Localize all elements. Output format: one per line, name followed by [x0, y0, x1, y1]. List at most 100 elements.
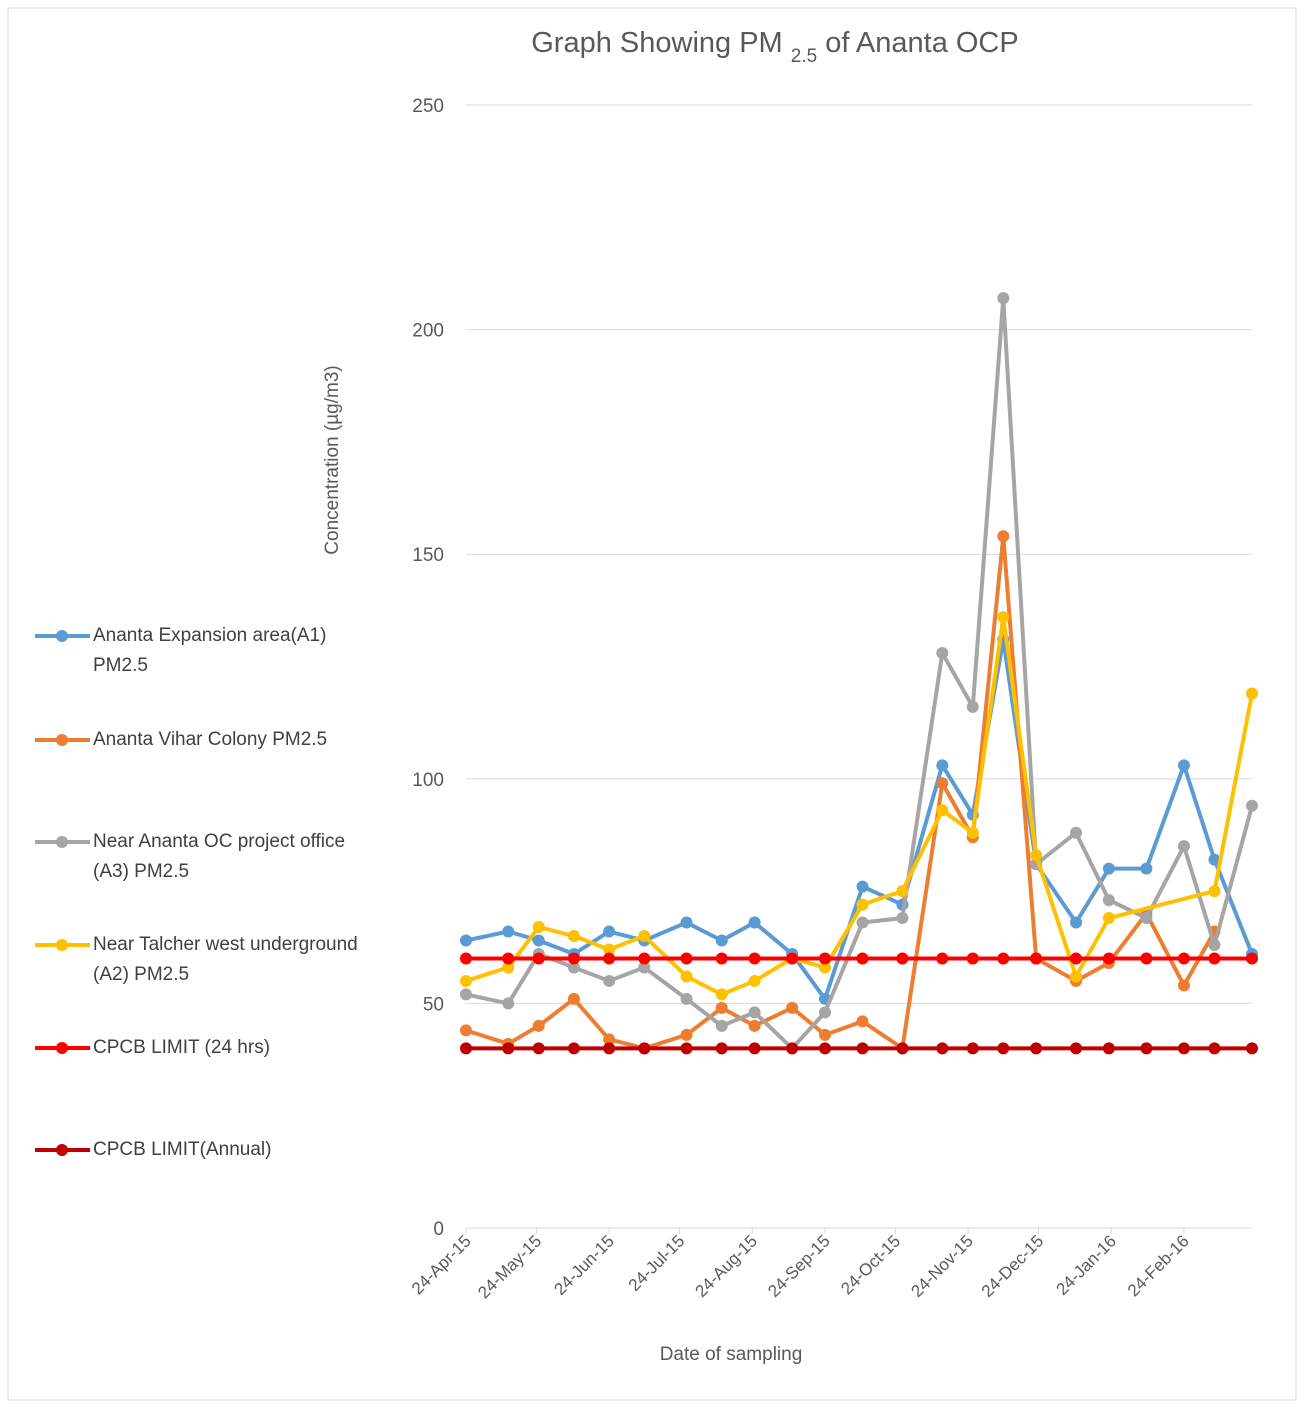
- data-point: [567, 961, 580, 974]
- data-point: [856, 916, 869, 929]
- data-point: [748, 916, 761, 929]
- data-point: [715, 1001, 728, 1014]
- data-point: [502, 961, 515, 974]
- data-point: [748, 974, 761, 987]
- data-point: [1208, 885, 1221, 898]
- legend-label: Ananta Vihar Colony PM2.5: [93, 729, 328, 750]
- data-point: [936, 1042, 949, 1055]
- data-point: [896, 885, 909, 898]
- data-point: [1140, 1042, 1153, 1055]
- data-point: [1102, 952, 1115, 965]
- data-point: [603, 1042, 616, 1055]
- x-axis-label: Date of sampling: [660, 1344, 803, 1365]
- legend-label: CPCB LIMIT(Annual): [93, 1139, 272, 1160]
- data-point: [966, 1042, 979, 1055]
- legend-marker: [56, 1144, 68, 1156]
- data-point: [997, 1042, 1010, 1055]
- data-point: [1070, 1042, 1083, 1055]
- data-point: [532, 921, 545, 934]
- legend-label: CPCB LIMIT (24 hrs): [93, 1037, 271, 1058]
- data-point: [997, 292, 1010, 305]
- data-point: [1246, 952, 1258, 965]
- data-point: [1177, 1042, 1190, 1055]
- data-point: [1030, 849, 1043, 862]
- data-point: [856, 1042, 869, 1055]
- data-point: [896, 1042, 909, 1055]
- legend-marker: [56, 734, 68, 746]
- data-point: [786, 1001, 799, 1014]
- data-point: [936, 647, 949, 660]
- data-point: [1070, 970, 1083, 983]
- data-point: [1177, 979, 1190, 992]
- data-point: [567, 992, 580, 1005]
- data-point: [936, 804, 949, 817]
- data-point: [856, 898, 869, 911]
- data-point: [1208, 853, 1221, 866]
- series-line: [465, 534, 1217, 1051]
- data-point: [603, 974, 616, 987]
- data-point: [460, 952, 472, 965]
- data-point: [1177, 759, 1190, 772]
- data-point: [1246, 1042, 1258, 1055]
- data-point: [567, 930, 580, 943]
- data-point: [460, 934, 472, 947]
- y-axis-label: Concentration (µg/m3): [322, 365, 343, 554]
- data-point: [603, 943, 616, 956]
- data-point: [680, 1028, 693, 1041]
- data-point: [1208, 1042, 1221, 1055]
- data-point: [748, 952, 761, 965]
- data-point: [1070, 916, 1083, 929]
- legend-marker: [56, 1042, 68, 1054]
- data-point: [1140, 862, 1153, 875]
- data-point: [680, 970, 693, 983]
- data-point: [680, 916, 693, 929]
- data-point: [715, 934, 728, 947]
- data-point: [1208, 939, 1221, 952]
- data-point: [818, 1006, 831, 1019]
- y-tick-label: 250: [412, 96, 444, 117]
- y-tick-label: 200: [412, 321, 444, 342]
- data-point: [997, 611, 1010, 624]
- frame: [7, 7, 1297, 1401]
- data-point: [1070, 826, 1083, 839]
- data-point: [638, 1042, 651, 1055]
- data-point: [1102, 912, 1115, 925]
- data-point: [818, 952, 831, 965]
- data-point: [818, 1042, 831, 1055]
- y-tick-label: 100: [412, 770, 444, 791]
- data-point: [818, 1028, 831, 1041]
- data-point: [1030, 952, 1043, 965]
- legend-label: Ananta Expansion area(A1) PM2.5: [93, 625, 327, 676]
- data-point: [460, 974, 472, 987]
- legend-marker: [56, 939, 68, 951]
- data-point: [502, 997, 515, 1010]
- data-point: [502, 1042, 515, 1055]
- data-point: [1177, 952, 1190, 965]
- data-point: [680, 952, 693, 965]
- legend-label: Near Talcher west underground (A2) PM2.5: [93, 934, 358, 985]
- y-tick-label: 0: [433, 1219, 444, 1240]
- y-tick-label: 50: [423, 994, 444, 1015]
- data-point: [748, 1006, 761, 1019]
- data-point: [786, 1042, 799, 1055]
- data-point: [460, 1024, 472, 1037]
- data-point: [532, 1019, 545, 1032]
- data-point: [502, 925, 515, 938]
- data-point: [1177, 840, 1190, 853]
- data-point: [856, 1015, 869, 1028]
- data-point: [532, 952, 545, 965]
- data-point: [715, 1042, 728, 1055]
- data-point: [1140, 952, 1153, 965]
- data-point: [1246, 799, 1258, 812]
- data-point: [715, 952, 728, 965]
- data-point: [1102, 894, 1115, 907]
- data-point: [786, 952, 799, 965]
- y-tick-label: 150: [412, 545, 444, 566]
- data-point: [638, 930, 651, 943]
- data-point: [1208, 952, 1221, 965]
- title-rest: of Ananta OCP: [825, 27, 1018, 59]
- data-point: [896, 952, 909, 965]
- data-point: [1246, 687, 1258, 700]
- data-point: [1030, 1042, 1043, 1055]
